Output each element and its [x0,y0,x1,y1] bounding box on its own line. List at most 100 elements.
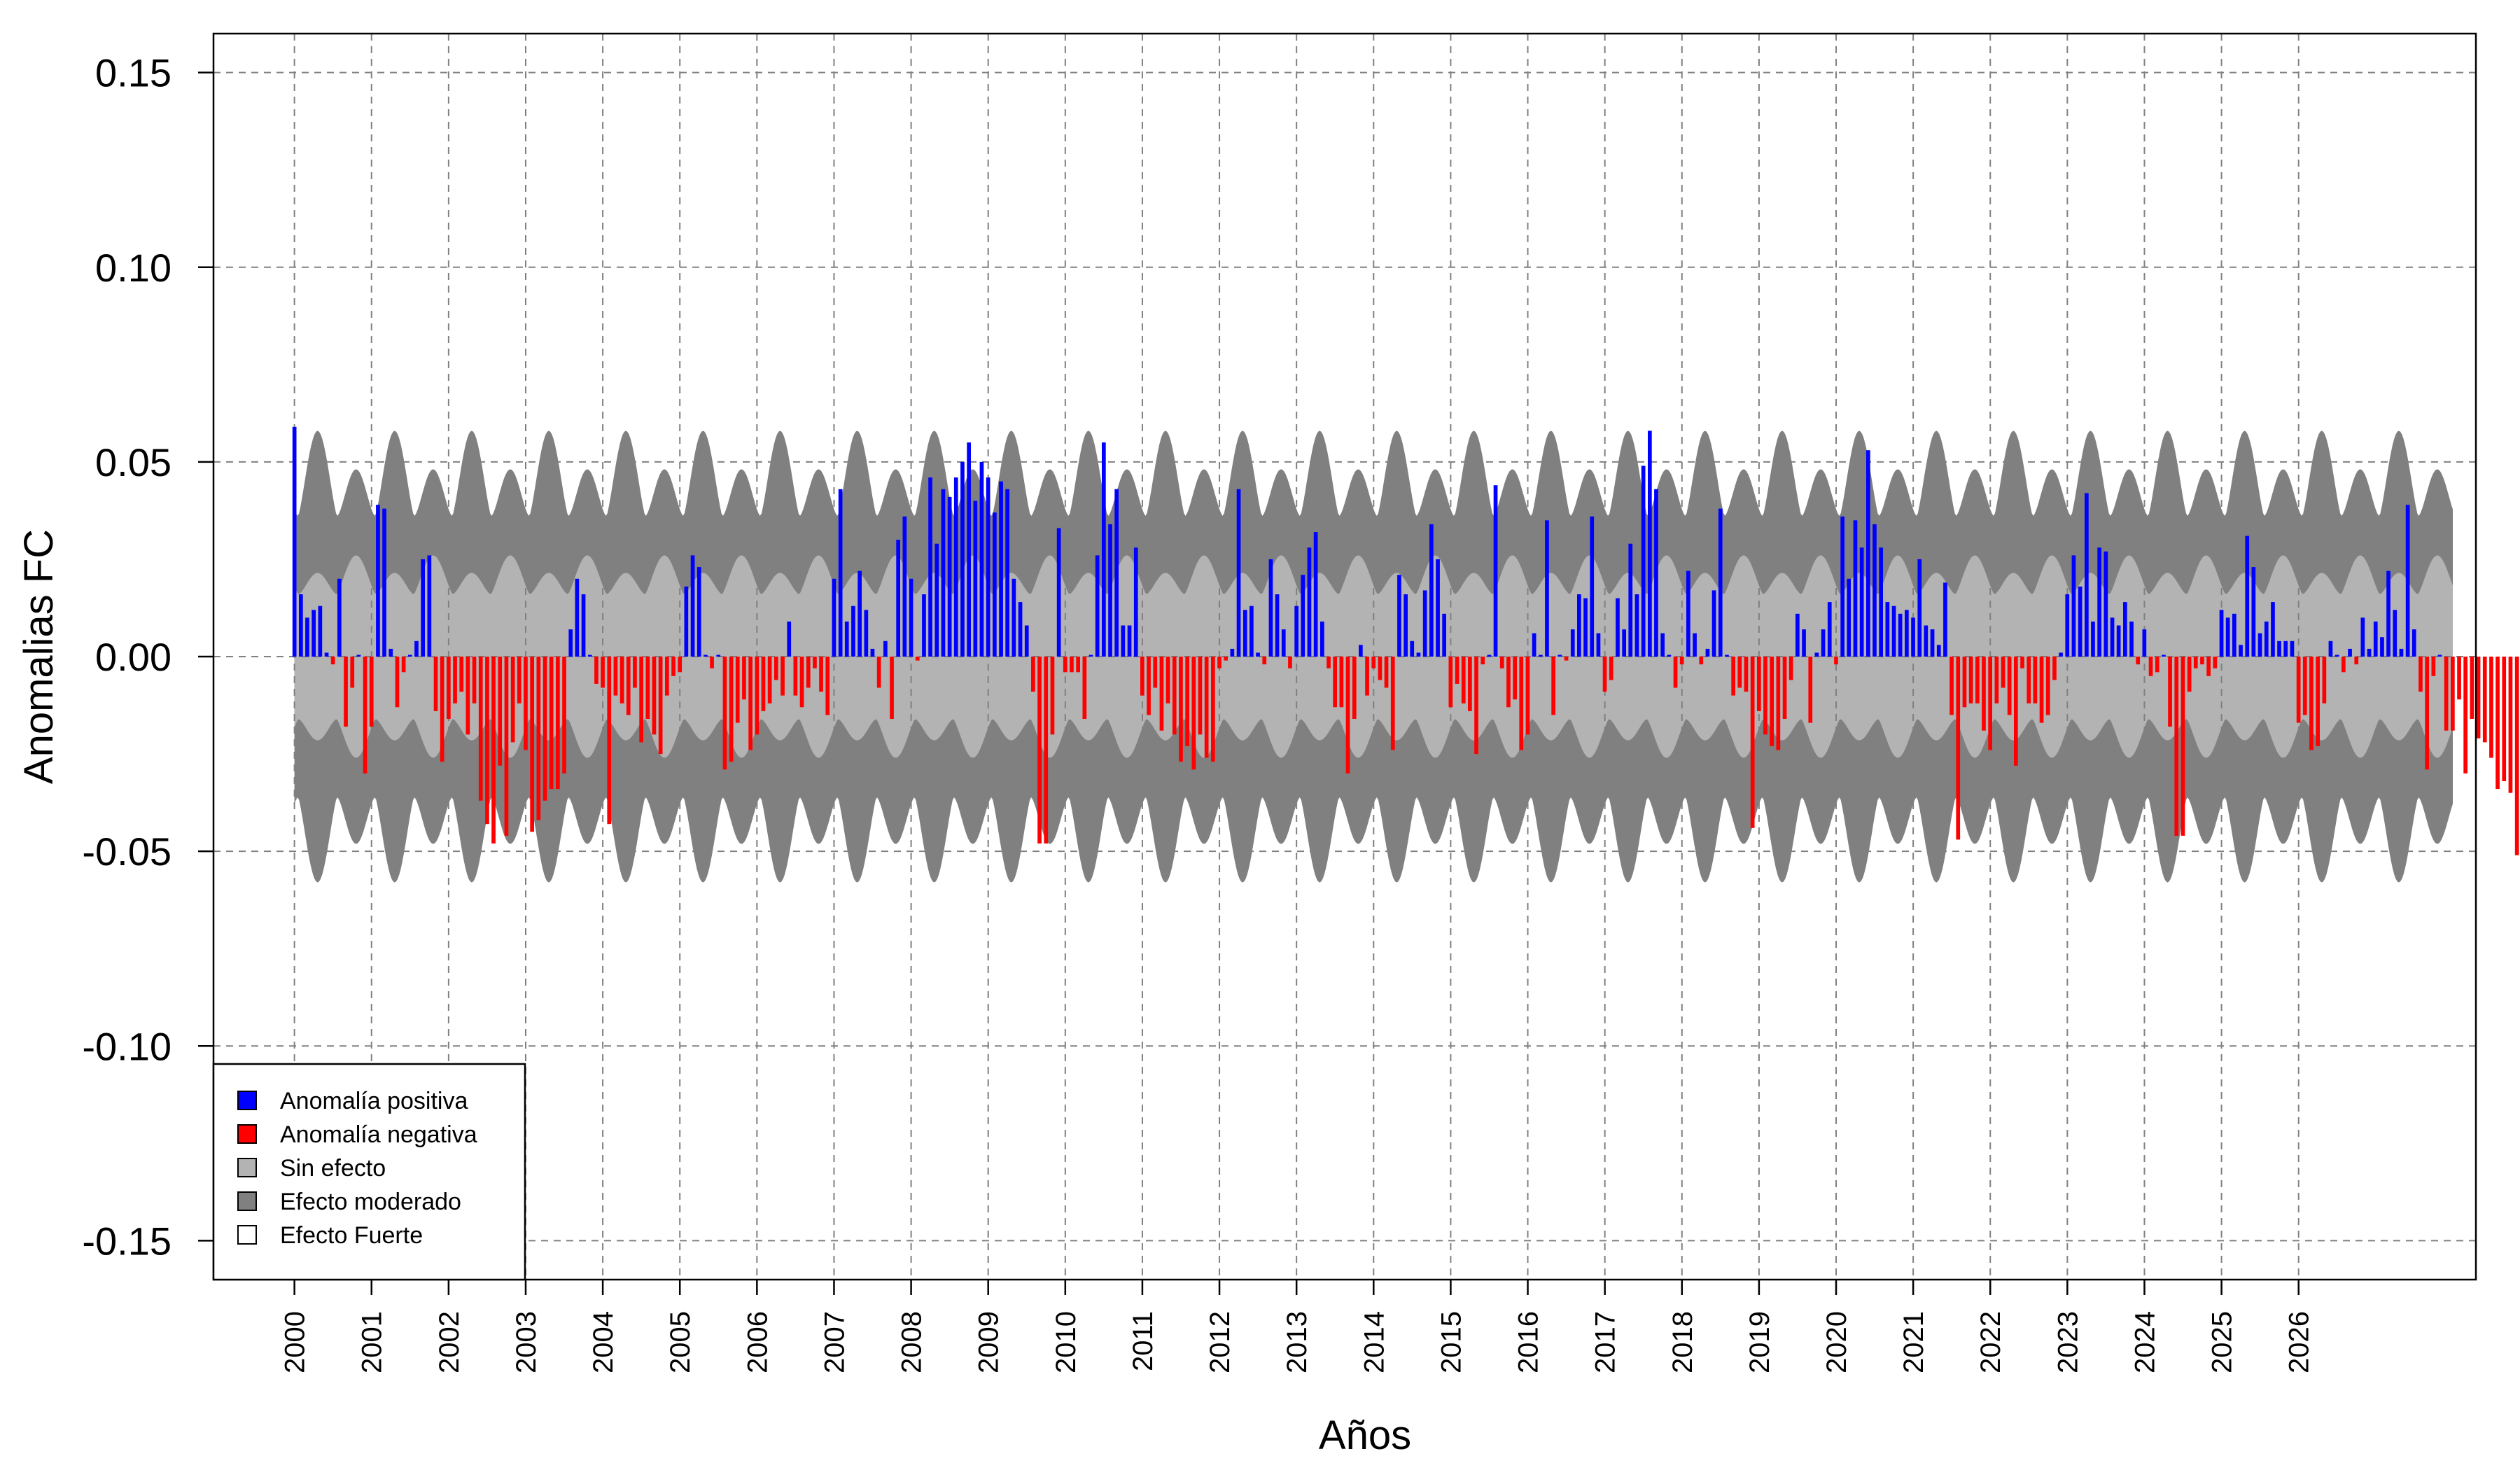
legend-swatch-0 [237,1091,257,1110]
bar-76 [780,657,785,696]
bar-162 [1333,657,1337,708]
bar-89 [864,610,869,657]
x-axis-title: Años [1319,1413,1411,1458]
bar-242 [1847,578,1851,657]
bar-84 [832,578,836,657]
bar-151 [1262,657,1267,665]
bar-312 [2296,657,2301,723]
bar-337 [2457,657,2461,700]
bar-77 [787,621,792,657]
bar-327 [2393,610,2398,657]
y-tick-label-5: 0.10 [95,246,172,290]
bar-117 [1044,657,1049,844]
x-tick-label-9: 2009 [974,1311,1004,1373]
bar-166 [1359,645,1363,657]
bar-261 [1968,657,1973,704]
bar-95 [902,516,907,657]
bar-218 [1693,633,1697,657]
x-tick-label-25: 2025 [2207,1311,2238,1373]
x-tick-label-13: 2013 [1282,1311,1312,1373]
bar-335 [2444,657,2449,731]
bar-16 [395,657,400,708]
bar-180 [1448,657,1453,708]
bar-229 [1763,657,1768,735]
bar-258 [1949,657,1954,715]
bar-265 [1994,657,1999,704]
x-tick-label-15: 2015 [1436,1311,1466,1373]
bar-121 [1070,657,1074,673]
bar-213 [1660,633,1665,657]
bar-171 [1390,657,1395,750]
y-tick-label-3: 0.00 [95,635,172,679]
bar-306 [2258,633,2262,657]
legend-label-1: Anomalía negativa [280,1121,477,1148]
bar-272 [2039,657,2044,723]
bar-250 [1898,613,1903,657]
bar-326 [2386,570,2390,657]
y-tick-label-6: 0.15 [95,51,172,95]
bar-132 [1140,657,1144,696]
bar-99 [928,477,932,657]
bar-113 [1018,602,1023,657]
bar-196 [1551,657,1555,715]
bar-148 [1242,610,1247,657]
bar-332 [2425,657,2429,770]
bar-316 [2322,657,2327,704]
bar-199 [1570,629,1575,657]
bar-58 [665,657,669,696]
bar-188 [1499,657,1504,668]
bar-144 [1217,657,1222,668]
bar-305 [2251,567,2256,657]
bar-178 [1436,559,1440,657]
bar-25 [453,657,457,704]
bar-161 [1326,657,1331,668]
bar-264 [1988,657,1992,750]
bar-20 [421,559,425,657]
bar-346 [2514,657,2519,855]
bar-112 [1011,578,1016,657]
bar-31 [491,657,496,844]
bar-270 [2026,657,2031,704]
bar-128 [1114,489,1119,657]
bar-287 [2136,657,2141,665]
bar-157 [1301,575,1306,657]
x-tick-label-16: 2016 [1513,1311,1544,1373]
bar-299 [2213,657,2218,668]
bar-340 [2476,657,2481,738]
bar-32 [498,657,503,766]
bar-232 [1782,657,1787,719]
bar-330 [2412,629,2416,657]
bar-263 [1982,657,1986,731]
bar-106 [973,500,978,657]
bar-123 [1082,657,1087,719]
bar-135 [1159,657,1164,731]
bar-41 [556,657,560,790]
bar-329 [2405,505,2410,657]
bar-45 [581,594,586,657]
bar-314 [2309,657,2314,750]
bar-145 [1224,657,1228,661]
legend-swatch-2 [237,1158,257,1177]
bar-6 [330,657,335,665]
bar-281 [2097,547,2101,657]
bar-303 [2239,645,2243,657]
bar-64 [704,654,708,657]
x-tick-label-2: 2002 [434,1311,465,1373]
bar-79 [799,657,804,708]
bar-102 [947,496,952,657]
bar-322 [2360,617,2365,657]
bar-311 [2290,640,2295,657]
bar-183 [1468,657,1472,711]
bar-1 [299,594,303,657]
bar-101 [941,489,946,657]
bar-235 [1802,629,1806,657]
bar-73 [761,657,766,711]
bar-66 [716,654,721,657]
bar-296 [2193,657,2198,668]
bar-141 [1198,657,1203,735]
legend-label-2: Sin efecto [280,1155,386,1182]
bar-174 [1410,640,1415,657]
bar-192 [1525,657,1530,735]
legend-label-0: Anomalía positiva [280,1088,468,1114]
